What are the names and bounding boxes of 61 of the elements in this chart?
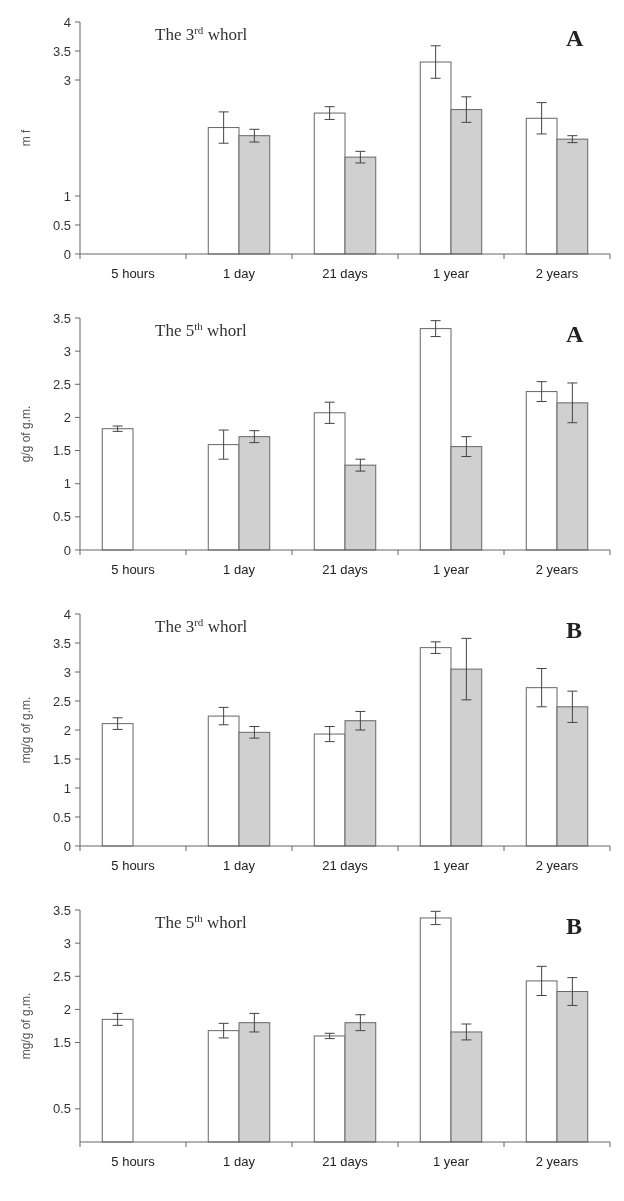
chart-title: The 5$^{th}$ whorl xyxy=(155,320,247,340)
annotation: A xyxy=(566,321,584,347)
y-axis-title: mg/g of g.m. xyxy=(19,696,33,764)
y-tick-label: 0.5 xyxy=(52,1101,71,1117)
x-tick-label: 5 hours xyxy=(111,1154,156,1169)
x-tick-label: 21 days xyxy=(322,266,369,281)
y-tick-label: 2 xyxy=(63,1001,71,1017)
annotation: B xyxy=(566,617,583,643)
y-tick-label: 1 xyxy=(63,188,71,204)
y-tick-label: 3.5 xyxy=(52,635,71,651)
y-tick-label: 0 xyxy=(63,246,71,262)
x-tick-label: 2 years xyxy=(535,562,579,577)
y-tick-label: 2 xyxy=(63,409,71,425)
x-tick-label: 5 hours xyxy=(111,266,156,281)
y-tick-label: 4 xyxy=(63,606,71,622)
y-tick-label: 0.5 xyxy=(52,217,71,233)
x-tick-label: 1 day xyxy=(223,562,256,577)
y-tick-label: 3 xyxy=(63,664,71,680)
x-tick-label: 1 day xyxy=(223,266,256,281)
y-tick-label: 2.5 xyxy=(52,693,71,709)
annotation: B xyxy=(566,913,583,939)
x-tick-label: 5 hours xyxy=(111,562,156,577)
y-tick-label: 3.5 xyxy=(52,310,71,326)
x-tick-label: 1 year xyxy=(432,562,470,577)
y-tick-label: 1.5 xyxy=(52,1035,71,1051)
y-tick-label: 3.5 xyxy=(52,902,71,918)
y-tick-label: 3 xyxy=(63,935,71,951)
x-tick-label: 5 hours xyxy=(111,858,156,873)
y-tick-label: 1.5 xyxy=(52,443,71,459)
y-tick-label: 1 xyxy=(63,780,71,796)
x-tick-label: 1 year xyxy=(432,858,470,873)
y-tick-label: 2.5 xyxy=(52,376,71,392)
y-tick-label: 0 xyxy=(63,838,71,854)
y-tick-label: 1 xyxy=(63,476,71,492)
y-axis-title: m f xyxy=(19,129,33,147)
y-tick-label: 3 xyxy=(63,343,71,359)
annotation: A xyxy=(566,25,584,51)
chart-title: The 5$^{th}$ whorl xyxy=(155,912,247,932)
x-tick-label: 2 years xyxy=(535,266,579,281)
x-tick-label: 1 year xyxy=(432,266,470,281)
y-tick-label: 0 xyxy=(63,542,71,558)
y-tick-label: 2 xyxy=(63,722,71,738)
x-tick-label: 21 days xyxy=(322,1154,369,1169)
y-tick-label: 3 xyxy=(63,72,71,88)
x-tick-label: 1 day xyxy=(223,1154,256,1169)
x-tick-label: 1 year xyxy=(432,1154,470,1169)
y-tick-label: 1.5 xyxy=(52,751,71,767)
y-axis-title: g/g of g.m. xyxy=(19,405,33,463)
y-axis-title: mg/g of g.m. xyxy=(19,992,33,1060)
chart-title: The 3$^{rd}$ whorl xyxy=(155,24,248,44)
x-tick-label: 21 days xyxy=(322,562,369,577)
chart-title: The 3$^{rd}$ whorl xyxy=(155,616,248,636)
y-tick-label: 2.5 xyxy=(52,968,71,984)
x-tick-label: 1 day xyxy=(223,858,256,873)
x-tick-label: 21 days xyxy=(322,858,369,873)
x-tick-label: 2 years xyxy=(535,1154,579,1169)
x-tick-label: 2 years xyxy=(535,858,579,873)
y-tick-label: 0.5 xyxy=(52,509,71,525)
y-tick-label: 4 xyxy=(63,14,71,30)
y-tick-label: 3.5 xyxy=(52,43,71,59)
y-tick-label: 0.5 xyxy=(52,809,71,825)
